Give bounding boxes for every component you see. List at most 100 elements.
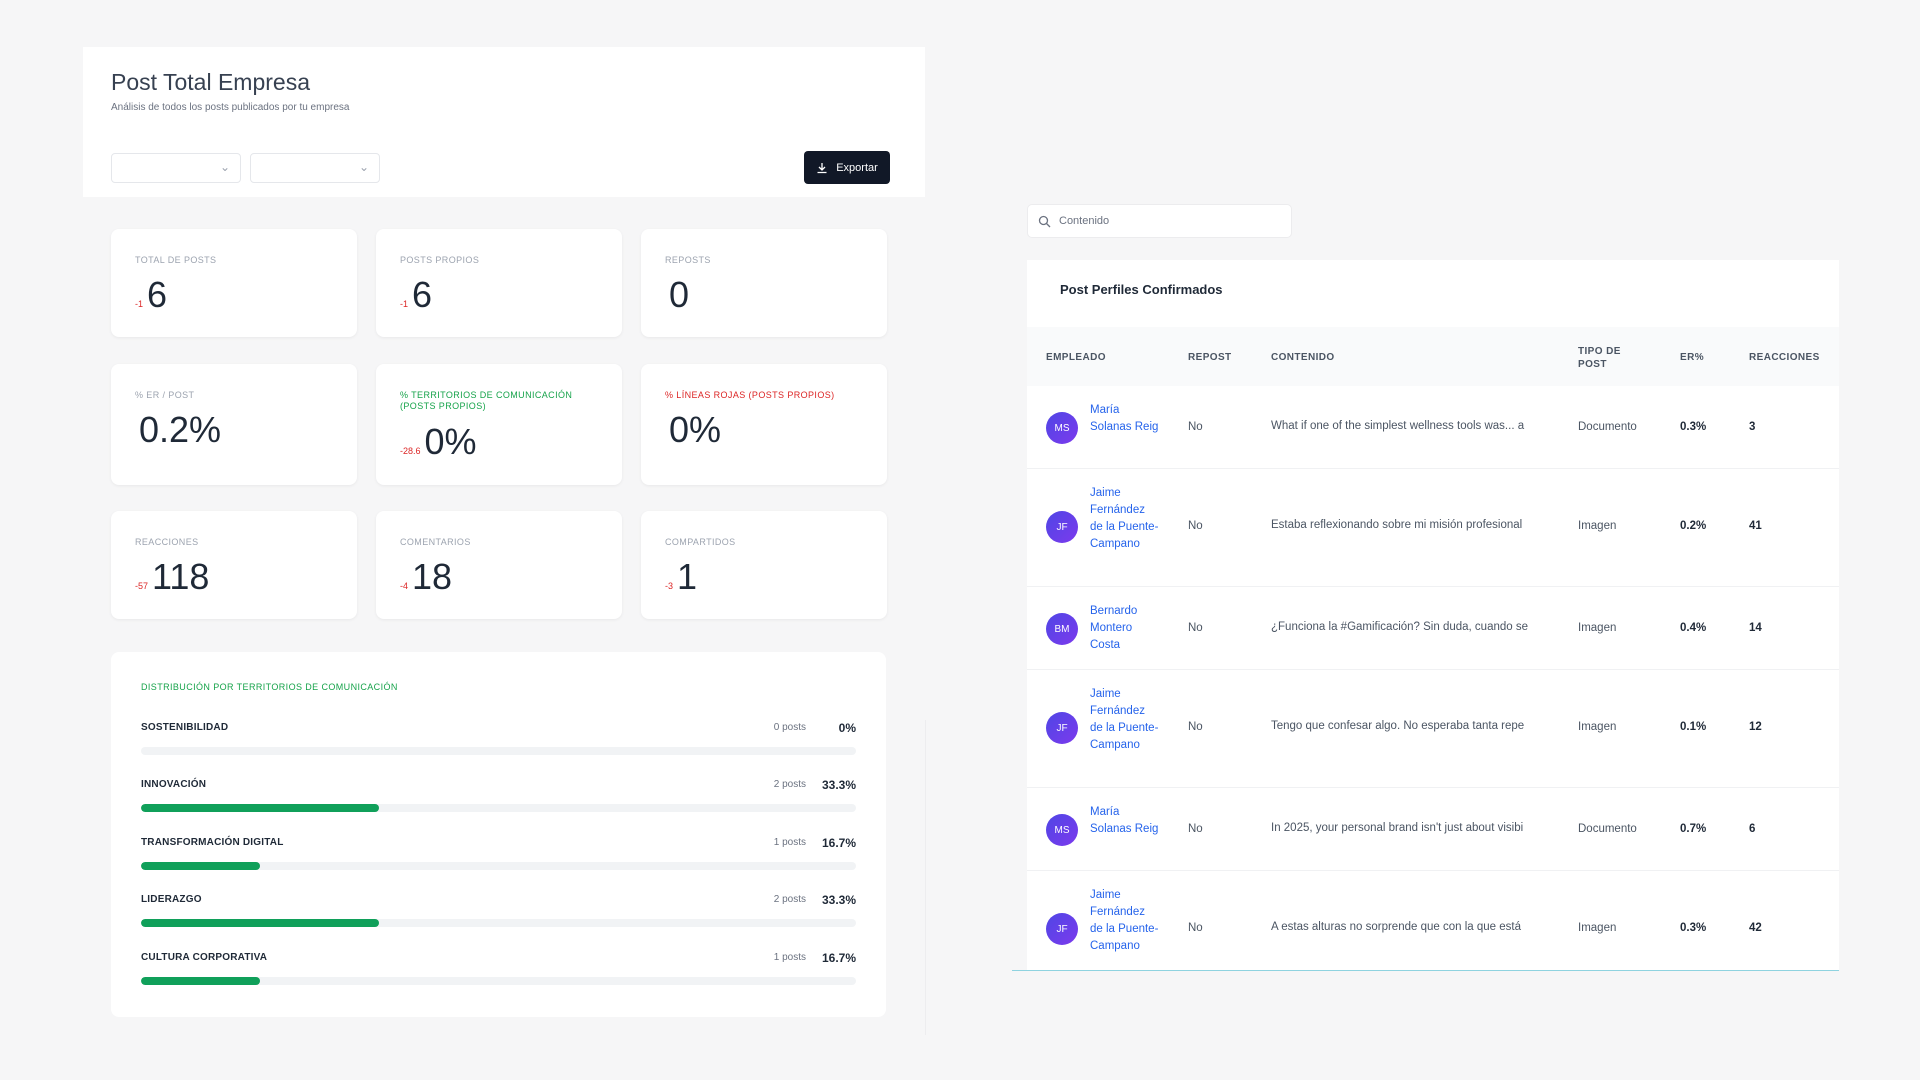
- distribution-panel: DISTRIBUCIÓN POR TERRITORIOS DE COMUNICA…: [111, 652, 886, 1017]
- progress-fill: [141, 862, 261, 870]
- content-cell: A estas alturas no sorprende que con la …: [1271, 921, 1521, 933]
- stat-card-reposts: REPOSTS 0: [641, 229, 887, 337]
- stat-delta: -28.6: [400, 446, 421, 456]
- stat-value: 0%: [424, 421, 477, 462]
- er-cell: 0.7%: [1680, 823, 1707, 835]
- table-title: Post Perfiles Confirmados: [1060, 282, 1223, 297]
- search-box[interactable]: [1027, 204, 1292, 238]
- avatar: JF: [1046, 712, 1078, 744]
- content-cell: Tengo que confesar algo. No esperaba tan…: [1271, 720, 1525, 732]
- repost-cell: No: [1188, 823, 1203, 835]
- repost-cell: No: [1188, 622, 1203, 634]
- stat-value: 18: [412, 556, 453, 597]
- header-panel: Post Total Empresa Análisis de todos los…: [83, 47, 925, 197]
- er-cell: 0.3%: [1680, 421, 1707, 433]
- employee-name-link[interactable]: Jaime Fernández de la Puente-Campano: [1090, 487, 1159, 550]
- posts-table-panel: Post Perfiles Confirmados EMPLEADO REPOS…: [1027, 260, 1839, 970]
- chevron-down-icon: ⌄: [219, 160, 230, 174]
- stat-label: REACCIONES: [135, 537, 199, 547]
- export-button[interactable]: Exportar: [804, 151, 890, 184]
- avatar: JF: [1046, 511, 1078, 543]
- territory-posts: 2 posts: [773, 894, 806, 905]
- stat-delta: -3: [665, 581, 674, 591]
- table-header: EMPLEADO REPOST CONTENIDO TIPO DE POST E…: [1027, 327, 1839, 386]
- table-row[interactable]: JF Jaime Fernández de la Puente-Campano …: [1027, 670, 1839, 788]
- territory-pct: 0%: [838, 721, 856, 735]
- reactions-cell: 3: [1749, 421, 1756, 433]
- territory-posts: 1 posts: [773, 837, 806, 848]
- table-row[interactable]: JF Jaime Fernández de la Puente-Campano …: [1027, 871, 1839, 970]
- column-header-empleado[interactable]: EMPLEADO: [1046, 352, 1106, 363]
- progress-track: [141, 804, 856, 812]
- stat-delta: -4: [400, 581, 409, 591]
- chevron-down-icon: ⌄: [358, 160, 369, 174]
- reactions-cell: 6: [1749, 823, 1756, 835]
- progress-track: [141, 919, 856, 927]
- territory-name: TRANSFORMACIÓN DIGITAL: [141, 837, 284, 848]
- avatar: BM: [1046, 613, 1078, 645]
- employee-name-link[interactable]: Jaime Fernández de la Puente-Campano: [1090, 688, 1159, 751]
- avatar: JF: [1046, 913, 1078, 945]
- filter-select-1[interactable]: ⌄: [111, 153, 241, 183]
- table-row[interactable]: MS María Solanas Reig No In 2025, your p…: [1027, 788, 1839, 871]
- employee-name-link[interactable]: Jaime Fernández de la Puente-Campano: [1090, 889, 1159, 952]
- distribution-row: SOSTENIBILIDAD 0 posts 0%: [141, 721, 856, 762]
- reactions-cell: 42: [1749, 922, 1762, 934]
- progress-track: [141, 747, 856, 755]
- table-row[interactable]: JF Jaime Fernández de la Puente-Campano …: [1027, 469, 1839, 587]
- er-cell: 0.1%: [1680, 721, 1707, 733]
- er-cell: 0.4%: [1680, 622, 1707, 634]
- column-header-repost[interactable]: REPOST: [1188, 352, 1232, 363]
- reactions-cell: 14: [1749, 622, 1762, 634]
- page-subtitle: Análisis de todos los posts publicados p…: [111, 102, 350, 113]
- stat-card-total-posts: TOTAL DE POSTS -1 6: [111, 229, 357, 337]
- post-type-cell: Documento: [1578, 421, 1637, 433]
- territory-pct: 33.3%: [821, 893, 856, 907]
- progress-track: [141, 862, 856, 870]
- employee-name-link[interactable]: María Solanas Reig: [1090, 404, 1159, 433]
- search-input[interactable]: [1059, 215, 1269, 227]
- post-type-cell: Imagen: [1578, 721, 1617, 733]
- stat-label: TOTAL DE POSTS: [135, 255, 217, 265]
- table-scroll-edge: [1012, 970, 1839, 971]
- filter-select-2[interactable]: ⌄: [250, 153, 380, 183]
- stat-value: 0: [669, 274, 690, 315]
- content-cell: In 2025, your personal brand isn't just …: [1271, 822, 1524, 834]
- stat-label: COMENTARIOS: [400, 537, 471, 547]
- stat-label: POSTS PROPIOS: [400, 255, 480, 265]
- stat-card-lineas-rojas: % LÍNEAS ROJAS (POSTS PROPIOS) 0%: [641, 364, 887, 485]
- progress-fill: [141, 804, 380, 812]
- stat-label: REPOSTS: [665, 255, 711, 265]
- download-icon: [817, 162, 827, 173]
- employee-name-link[interactable]: Bernardo Montero Costa: [1090, 605, 1138, 651]
- post-type-cell: Imagen: [1578, 622, 1617, 634]
- er-cell: 0.2%: [1680, 520, 1707, 532]
- territory-posts: 2 posts: [773, 779, 806, 790]
- territory-posts: 0 posts: [773, 722, 806, 733]
- territory-pct: 16.7%: [821, 951, 856, 965]
- column-header-tipo-post[interactable]: TIPO DE POST: [1578, 346, 1621, 370]
- progress-track: [141, 977, 856, 985]
- reactions-cell: 41: [1749, 520, 1762, 532]
- column-header-er[interactable]: ER%: [1680, 352, 1704, 363]
- employee-name-link[interactable]: María Solanas Reig: [1090, 806, 1159, 835]
- column-header-contenido[interactable]: CONTENIDO: [1271, 352, 1335, 363]
- territory-name: SOSTENIBILIDAD: [141, 722, 229, 733]
- progress-fill: [141, 919, 380, 927]
- table-row[interactable]: BM Bernardo Montero Costa No ¿Funciona l…: [1027, 587, 1839, 670]
- stat-label: % ER / POST: [135, 390, 195, 400]
- content-cell: ¿Funciona la #Gamificación? Sin duda, cu…: [1271, 621, 1528, 633]
- stat-value: 6: [412, 274, 433, 315]
- page-title: Post Total Empresa: [111, 69, 311, 95]
- distribution-row: INNOVACIÓN 2 posts 33.3%: [141, 778, 856, 819]
- column-header-reacciones[interactable]: REACCIONES: [1749, 352, 1820, 363]
- stat-card-compartidos: COMPARTIDOS -3 1: [641, 511, 887, 619]
- er-cell: 0.3%: [1680, 922, 1707, 934]
- stat-card-territorios: % TERRITORIOS DE COMUNICACIÓN (POSTS PRO…: [376, 364, 622, 485]
- post-type-cell: Imagen: [1578, 520, 1617, 532]
- stat-card-er-post: % ER / POST 0.2%: [111, 364, 357, 485]
- repost-cell: No: [1188, 520, 1203, 532]
- table-row[interactable]: MS María Solanas Reig No What if one of …: [1027, 386, 1839, 469]
- export-button-label: Exportar: [836, 161, 878, 174]
- stat-value: 0%: [669, 409, 722, 450]
